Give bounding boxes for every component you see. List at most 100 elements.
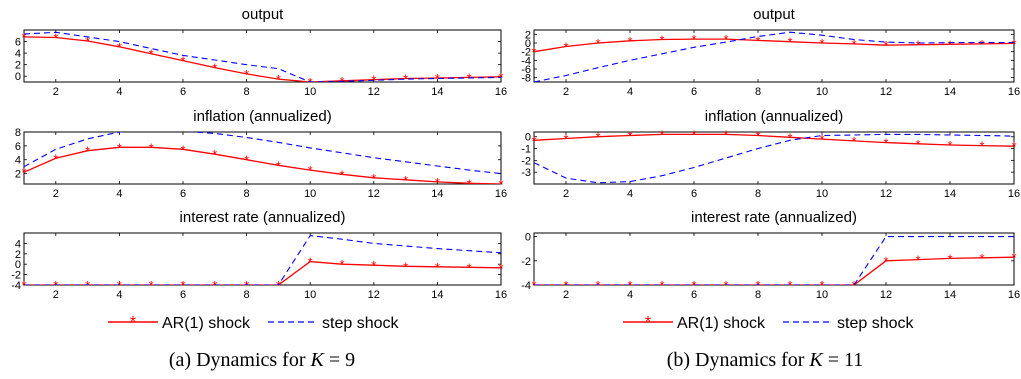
x-tick-label: 2 xyxy=(563,188,569,200)
series-ar1-marker: * xyxy=(595,36,600,51)
series-ar1-marker: * xyxy=(883,136,888,151)
series-ar1-marker: * xyxy=(1011,36,1016,51)
x-tick-label: 14 xyxy=(944,188,956,200)
series-ar1-marker: * xyxy=(755,278,760,293)
axes-frame xyxy=(23,131,502,185)
subplot-a-2: inflation (annualized) 2 4 6 8 10 12 14 16 2 4 6 8 * *… xyxy=(15,108,507,200)
series-ar1-marker: * xyxy=(85,144,90,159)
series-ar1-marker: * xyxy=(53,31,58,46)
series-ar1-marker: * xyxy=(498,177,503,192)
series-ar1-marker: * xyxy=(276,278,281,293)
x-tick-label: 4 xyxy=(116,188,122,200)
x-tick-label: 16 xyxy=(495,289,507,301)
axes-frame xyxy=(23,29,502,83)
series-ar1-line xyxy=(24,36,501,82)
x-tick-label: 16 xyxy=(1008,86,1020,98)
series-step-line xyxy=(24,132,501,175)
x-tick-label: 4 xyxy=(627,289,633,301)
y-tick-label: -6 xyxy=(521,64,531,76)
y-tick-label: 2 xyxy=(15,249,21,261)
y-tick-label: 4 xyxy=(15,238,21,250)
series-ar1-line xyxy=(534,256,1014,285)
series-ar1-marker: * xyxy=(244,278,249,293)
x-tick-label: 6 xyxy=(180,289,186,301)
panel-a-caption-prefix: (a) Dynamics for xyxy=(169,349,311,371)
series-ar1-marker: * xyxy=(947,251,952,266)
series-ar1-marker: * xyxy=(467,176,472,191)
axes-frame xyxy=(23,232,502,286)
series-ar1-marker: * xyxy=(1011,139,1016,154)
x-tick-label: 2 xyxy=(563,289,569,301)
legend-ar1-marker: * xyxy=(130,314,136,331)
x-tick-label: 8 xyxy=(755,289,761,301)
series-ar1-marker: * xyxy=(53,278,58,293)
x-tick-label: 16 xyxy=(1008,188,1020,200)
y-tick-label: -3 xyxy=(521,167,531,179)
x-tick-label: 12 xyxy=(368,188,380,200)
series-ar1-marker: * xyxy=(691,278,696,293)
panel-a: * AR(1) shock step shock (a) Dynamics fo… xyxy=(11,6,507,371)
x-tick-label: 14 xyxy=(431,86,443,98)
series-ar1-line xyxy=(534,133,1014,147)
series-ar1-marker: * xyxy=(691,32,696,47)
x-tick-label: 6 xyxy=(691,188,697,200)
series-ar1-marker: * xyxy=(979,251,984,266)
series-ar1-marker: * xyxy=(403,259,408,274)
series-ar1-marker: * xyxy=(691,127,696,142)
y-tick-label: 6 xyxy=(15,37,21,49)
x-tick-label: 8 xyxy=(244,188,250,200)
series-ar1-marker: * xyxy=(244,153,249,168)
x-tick-label: 2 xyxy=(53,289,59,301)
subplot-title: interest rate (annualized) xyxy=(691,209,857,226)
x-tick-label: 10 xyxy=(304,86,316,98)
x-tick-label: 14 xyxy=(431,289,443,301)
y-tick-label: 0 xyxy=(15,259,21,271)
series-ar1-marker: * xyxy=(308,75,313,90)
y-tick-label: 0 xyxy=(525,38,531,50)
panel-b-caption-suffix: = 11 xyxy=(823,349,864,371)
series-ar1-marker: * xyxy=(851,278,856,293)
panel-b-caption-prefix: (b) Dynamics for xyxy=(667,349,810,371)
series-ar1-marker: * xyxy=(755,129,760,144)
series-ar1-marker: * xyxy=(85,278,90,293)
series-ar1-marker: * xyxy=(244,67,249,82)
series-ar1-marker: * xyxy=(212,278,217,293)
x-tick-label: 10 xyxy=(816,188,828,200)
series-ar1-marker: * xyxy=(979,37,984,52)
y-tick-label: 2 xyxy=(15,169,21,181)
y-tick-label: 0 xyxy=(525,132,531,144)
subplot-title: interest rate (annualized) xyxy=(180,209,346,226)
y-tick-label: 0 xyxy=(15,71,21,83)
y-tick-label: -1 xyxy=(521,144,531,156)
series-ar1-line xyxy=(534,38,1014,53)
series-ar1-marker: * xyxy=(819,132,824,147)
series-ar1-marker: * xyxy=(21,30,26,45)
series-step-line xyxy=(24,235,501,285)
series-ar1-marker: * xyxy=(371,171,376,186)
panel-b-legend: * AR(1) shock step shock xyxy=(623,314,914,332)
series-ar1-marker: * xyxy=(371,258,376,273)
y-tick-label: -2 xyxy=(11,270,21,282)
y-tick-label: -4 xyxy=(521,55,531,67)
series-ar1-marker: * xyxy=(117,278,122,293)
panel-b: * AR(1) shock step shock (b) Dynamics fo… xyxy=(521,6,1020,371)
series-ar1-marker: * xyxy=(915,137,920,152)
x-tick-label: 14 xyxy=(431,188,443,200)
series-ar1-marker: * xyxy=(595,278,600,293)
series-step-line xyxy=(534,236,1014,285)
series-ar1-marker: * xyxy=(21,165,26,180)
series-ar1-marker: * xyxy=(819,36,824,51)
x-tick-label: 16 xyxy=(1008,289,1020,301)
series-ar1-marker: * xyxy=(85,34,90,49)
legend-ar1-marker: * xyxy=(645,314,651,331)
subplot-title: inflation (annualized) xyxy=(193,108,331,125)
series-ar1-marker: * xyxy=(403,72,408,87)
subplot-title: inflation (annualized) xyxy=(705,108,843,125)
series-step-line xyxy=(534,31,1014,82)
y-tick-label: 4 xyxy=(15,48,21,60)
y-tick-label: -2 xyxy=(521,47,531,59)
x-tick-label: 8 xyxy=(755,188,761,200)
series-ar1-marker: * xyxy=(595,130,600,145)
x-tick-label: 4 xyxy=(627,188,633,200)
x-tick-label: 12 xyxy=(368,86,380,98)
